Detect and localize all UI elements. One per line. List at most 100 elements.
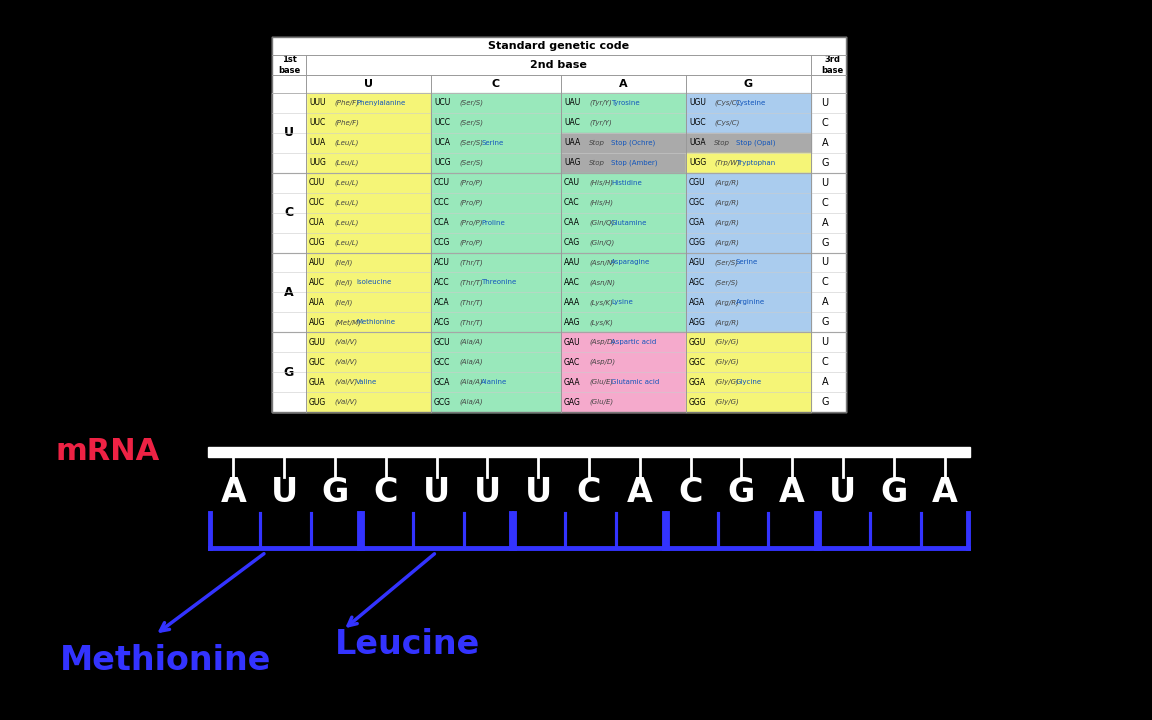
Bar (306, 93, 431, 113)
Text: CAG: CAG (564, 238, 581, 247)
Text: AAC: AAC (564, 278, 579, 287)
Bar (561, 352, 685, 372)
Text: (Thr/T): (Thr/T) (458, 259, 483, 266)
Text: A: A (779, 477, 805, 510)
Text: (Val/V): (Val/V) (334, 379, 357, 385)
Text: Histidine: Histidine (611, 180, 642, 186)
Text: (Glu/E): (Glu/E) (589, 379, 613, 385)
Text: AGU: AGU (689, 258, 705, 267)
Text: UAC: UAC (564, 118, 579, 127)
Text: Glutamic acid: Glutamic acid (611, 379, 659, 385)
Text: (Ala/A): (Ala/A) (458, 359, 483, 366)
Bar (685, 332, 811, 352)
Text: Valine: Valine (356, 379, 377, 385)
Text: AAA: AAA (564, 298, 581, 307)
Text: U: U (829, 477, 857, 510)
Text: (Asp/D): (Asp/D) (589, 339, 615, 346)
Text: (Ala/A): (Ala/A) (458, 379, 483, 385)
Text: GUU: GUU (309, 338, 326, 347)
Text: (Cys/C): (Cys/C) (714, 120, 740, 126)
Bar (685, 113, 811, 133)
Bar (685, 233, 811, 253)
Text: Leucine: Leucine (335, 629, 480, 662)
Bar (431, 392, 561, 412)
Text: GGC: GGC (689, 358, 706, 366)
Text: (Leu/L): (Leu/L) (334, 199, 358, 206)
Bar (561, 292, 685, 312)
Text: GCG: GCG (434, 397, 450, 407)
Text: CGG: CGG (689, 238, 706, 247)
Text: C: C (373, 477, 399, 510)
Bar (306, 332, 431, 352)
Bar (431, 93, 561, 113)
Text: (Val/V): (Val/V) (334, 399, 357, 405)
Text: GCC: GCC (434, 358, 450, 366)
Text: UGA: UGA (689, 138, 706, 148)
Text: UGG: UGG (689, 158, 706, 167)
Bar (306, 212, 431, 233)
Bar (431, 133, 561, 153)
Text: UCU: UCU (434, 99, 450, 107)
Bar (685, 133, 811, 153)
Bar (561, 153, 685, 173)
Text: Standard genetic code: Standard genetic code (488, 41, 629, 51)
Text: UAU: UAU (564, 99, 581, 107)
Text: AGA: AGA (689, 298, 705, 307)
Text: (Ser/S): (Ser/S) (714, 259, 738, 266)
Text: 3rd
base: 3rd base (821, 55, 843, 75)
Text: Methionine: Methionine (60, 644, 272, 677)
Text: Glycine: Glycine (736, 379, 763, 385)
Bar (431, 312, 561, 332)
Bar (431, 113, 561, 133)
Text: (Gly/G): (Gly/G) (714, 399, 738, 405)
Text: Tyrosine: Tyrosine (611, 100, 639, 106)
Text: A: A (932, 477, 957, 510)
Bar (306, 272, 431, 292)
Text: UAA: UAA (564, 138, 581, 148)
Text: (Val/V): (Val/V) (334, 339, 357, 346)
Text: (Arg/R): (Arg/R) (714, 199, 738, 206)
Text: (Arg/R): (Arg/R) (714, 319, 738, 325)
Text: ACU: ACU (434, 258, 450, 267)
Text: G: G (744, 79, 753, 89)
Text: UCA: UCA (434, 138, 450, 148)
Text: AAG: AAG (564, 318, 581, 327)
Bar (685, 212, 811, 233)
Bar (431, 212, 561, 233)
Text: CGU: CGU (689, 179, 706, 187)
Text: UUU: UUU (309, 99, 326, 107)
Text: Stop: Stop (714, 140, 730, 146)
Text: A: A (821, 297, 828, 307)
Text: A: A (220, 477, 247, 510)
Bar (306, 392, 431, 412)
Text: (Cys/C): (Cys/C) (714, 99, 740, 107)
Bar (685, 253, 811, 272)
Text: UAG: UAG (564, 158, 581, 167)
Text: (Gly/G): (Gly/G) (714, 359, 738, 366)
Text: A: A (627, 477, 653, 510)
Bar (272, 37, 846, 412)
Text: UGU: UGU (689, 99, 706, 107)
Text: (Gln/Q): (Gln/Q) (589, 239, 614, 246)
Text: AUU: AUU (309, 258, 325, 267)
Text: ACC: ACC (434, 278, 449, 287)
Text: (Glu/E): (Glu/E) (589, 399, 613, 405)
Text: CCG: CCG (434, 238, 450, 247)
Text: (Pro/P): (Pro/P) (458, 220, 483, 226)
Text: Stop (Amber): Stop (Amber) (611, 160, 658, 166)
Text: (Arg/R): (Arg/R) (714, 239, 738, 246)
Text: (Arg/R): (Arg/R) (714, 179, 738, 186)
Bar (685, 392, 811, 412)
Text: Stop: Stop (589, 160, 605, 166)
Text: A: A (619, 79, 628, 89)
Text: (Tyr/Y): (Tyr/Y) (589, 99, 612, 107)
Text: CGA: CGA (689, 218, 705, 227)
Text: G: G (321, 477, 349, 510)
Bar (306, 372, 431, 392)
Bar (561, 193, 685, 212)
Text: CUA: CUA (309, 218, 325, 227)
Text: AGG: AGG (689, 318, 706, 327)
Text: A: A (285, 286, 294, 299)
Text: (Tyr/Y): (Tyr/Y) (589, 120, 612, 126)
Text: (Pro/P): (Pro/P) (458, 239, 483, 246)
